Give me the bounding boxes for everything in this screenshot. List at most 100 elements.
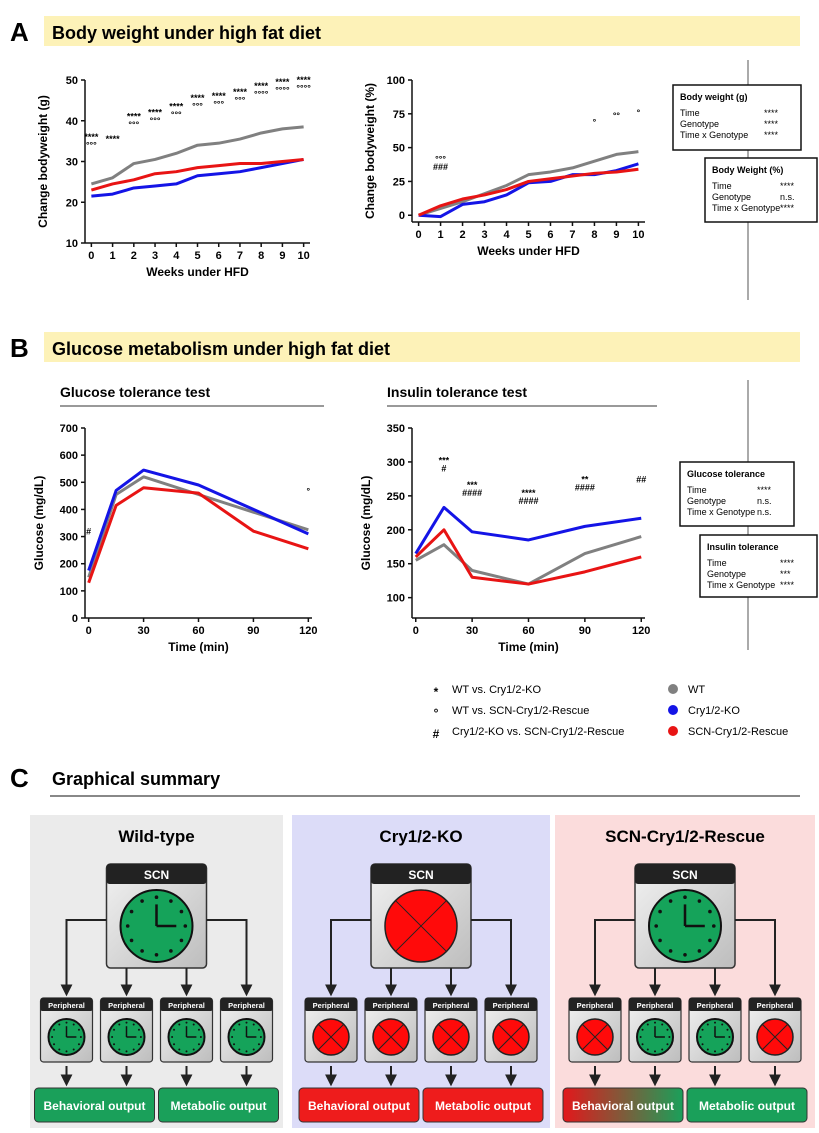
x-tick-label: 6: [547, 229, 553, 241]
series-line: [89, 470, 309, 570]
clock-dot: [126, 924, 130, 928]
stats-title: Insulin tolerance: [707, 542, 779, 552]
significance-mark: #: [86, 527, 91, 537]
significance-mark: ####: [462, 488, 482, 498]
x-tick-label: 9: [279, 250, 285, 262]
clock-dot: [198, 1043, 200, 1045]
stats-term: Genotype: [707, 569, 746, 579]
clock-dot: [58, 1024, 60, 1026]
x-tick-label: 0: [413, 625, 419, 637]
stats-title: Glucose tolerance: [687, 469, 765, 479]
clock-dot: [702, 1029, 704, 1031]
clock-dot: [200, 1036, 202, 1038]
x-axis-label: Weeks under HFD: [146, 265, 249, 279]
y-tick-label: 100: [60, 586, 78, 598]
column-title: Cry1/2-KO: [379, 827, 462, 846]
clock-dot: [118, 1048, 120, 1050]
y-tick-label: 250: [387, 491, 405, 503]
peripheral-label: Peripheral: [697, 1001, 734, 1010]
clock-dot: [140, 1036, 142, 1038]
x-tick-label: 2: [459, 229, 465, 241]
clock-dot: [173, 1043, 175, 1045]
clock-dot: [258, 1043, 260, 1045]
x-tick-label: 2: [131, 250, 137, 262]
clock-dot: [58, 1048, 60, 1050]
x-axis-label: Weeks under HFD: [477, 244, 580, 258]
clock-dot: [193, 1024, 195, 1026]
x-axis-label: Time (min): [168, 640, 228, 654]
stats-result: ****: [764, 108, 779, 118]
chart-title: Insulin tolerance test: [387, 384, 527, 400]
x-tick-label: 30: [137, 625, 149, 637]
clock-dot: [661, 1024, 663, 1026]
clock-dot: [178, 1048, 180, 1050]
x-tick-label: 60: [522, 625, 534, 637]
significance-mark: °: [307, 486, 311, 496]
clock-dot: [707, 1024, 709, 1026]
clock-dot: [669, 949, 673, 953]
clock-dot: [658, 910, 662, 914]
y-tick-label: 400: [60, 504, 78, 516]
output-label: Metabolic output: [699, 1099, 795, 1113]
legend-marker: [668, 726, 678, 736]
stats-term: Time x Genotype: [687, 507, 755, 517]
x-tick-label: 3: [481, 229, 487, 241]
clock-dot: [180, 939, 184, 943]
y-axis-label: Glucose (mg/dL): [359, 476, 373, 571]
x-tick-label: 90: [247, 625, 259, 637]
clock-dot: [661, 1048, 663, 1050]
stats-result: ***: [780, 569, 791, 579]
y-tick-label: 100: [387, 75, 405, 87]
clock-dot: [155, 895, 159, 899]
clock-dot: [186, 1022, 188, 1024]
significance-mark: #: [441, 463, 446, 473]
significance-mark: ****: [106, 134, 121, 144]
clock-dot: [186, 1050, 188, 1052]
significance-mark: °°°: [235, 95, 246, 105]
clock-dot: [258, 1029, 260, 1031]
x-axis-label: Time (min): [498, 640, 558, 654]
clock-dot: [138, 1029, 140, 1031]
series-line: [89, 488, 309, 583]
clock-dot: [184, 924, 188, 928]
stats-term: Genotype: [687, 496, 726, 506]
stats-result: n.s.: [757, 496, 772, 506]
legend-symbol: #: [433, 727, 440, 741]
clock-dot: [721, 1048, 723, 1050]
y-tick-label: 150: [387, 559, 405, 571]
x-tick-label: 120: [632, 625, 650, 637]
clock-dot: [714, 1022, 716, 1024]
peripheral-label: Peripheral: [577, 1001, 614, 1010]
clock-dot: [138, 1043, 140, 1045]
significance-mark: ####: [575, 482, 595, 492]
clock-dot: [726, 1029, 728, 1031]
stats-term: Genotype: [712, 192, 751, 202]
significance-mark: °: [637, 108, 641, 118]
x-tick-label: 10: [632, 229, 644, 241]
y-tick-label: 50: [66, 75, 78, 87]
clock-dot: [708, 910, 712, 914]
series-line: [91, 159, 303, 196]
stats-result: n.s.: [757, 507, 772, 517]
x-tick-label: 0: [88, 250, 94, 262]
stats-result: ****: [780, 580, 795, 590]
clock-dot: [246, 1022, 248, 1024]
y-tick-label: 100: [387, 593, 405, 605]
panel-letter: B: [10, 333, 29, 363]
clock-dot: [666, 1043, 668, 1045]
x-tick-label: 4: [173, 250, 180, 262]
y-tick-label: 30: [66, 157, 78, 169]
stats-result: ****: [764, 119, 779, 129]
clock-dot: [169, 949, 173, 953]
clock-dot: [53, 1029, 55, 1031]
panel-title: Body weight under high fat diet: [52, 23, 321, 43]
legend-marker: [668, 705, 678, 715]
summary-panel: [30, 815, 283, 1128]
y-tick-label: 20: [66, 197, 78, 209]
significance-mark: °°°: [86, 140, 97, 150]
clock-dot: [178, 1024, 180, 1026]
stats-term: Time: [712, 181, 732, 191]
clock-dot: [180, 910, 184, 914]
output-label: Behavioral output: [308, 1099, 410, 1113]
scn-label: SCN: [672, 868, 697, 882]
